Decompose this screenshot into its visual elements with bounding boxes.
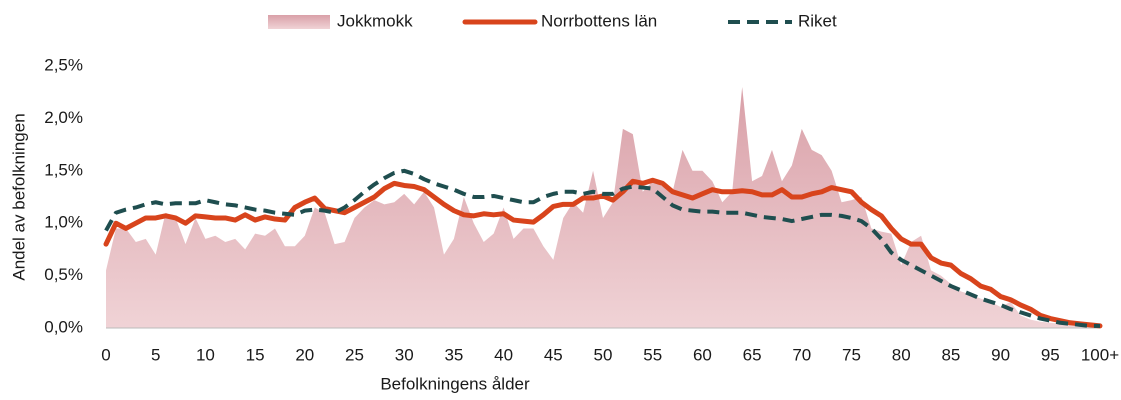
y-tick-label: 0,5% [44, 265, 83, 284]
x-tick-label: 45 [544, 345, 563, 364]
x-tick-label: 90 [991, 345, 1010, 364]
y-tick-label: 0,0% [44, 317, 83, 336]
line [104, 168, 1100, 328]
x-tick-label: 80 [892, 345, 911, 364]
x-tick-label: 70 [792, 345, 811, 364]
x-axis-title: Befolkningens ålder [380, 374, 530, 393]
x-tick-label: 75 [842, 345, 861, 364]
legend-swatch [268, 15, 330, 29]
y-tick-label: 1,5% [44, 160, 83, 179]
x-tick-label: 5 [151, 345, 160, 364]
x-tick-label: 55 [643, 345, 662, 364]
x-tick-label: 60 [693, 345, 712, 364]
area [106, 86, 1100, 329]
legend-label: Norrbottens län [541, 11, 657, 30]
x-tick-label: 35 [444, 345, 463, 364]
line [103, 177, 1103, 329]
x-tick-label: 20 [295, 345, 314, 364]
y-tick-label: 2,0% [44, 108, 83, 127]
x-tick-label: 0 [101, 345, 110, 364]
y-tick-label: 1,0% [44, 213, 83, 232]
legend-label: Riket [798, 11, 837, 30]
legend-label: Jokkmokk [337, 11, 413, 30]
x-tick-label: 100+ [1081, 345, 1119, 364]
x-tick-label: 10 [196, 345, 215, 364]
y-tick-label: 2,5% [44, 55, 83, 74]
x-tick-label: 15 [246, 345, 265, 364]
x-tick-label: 40 [494, 345, 513, 364]
x-tick-label: 50 [594, 345, 613, 364]
x-tick-label: 85 [941, 345, 960, 364]
x-tick-label: 95 [1041, 345, 1060, 364]
y-axis-title: Andel av befolkningen [9, 113, 28, 280]
x-tick-label: 65 [743, 345, 762, 364]
x-tick-label: 25 [345, 345, 364, 364]
x-tick-label: 30 [395, 345, 414, 364]
